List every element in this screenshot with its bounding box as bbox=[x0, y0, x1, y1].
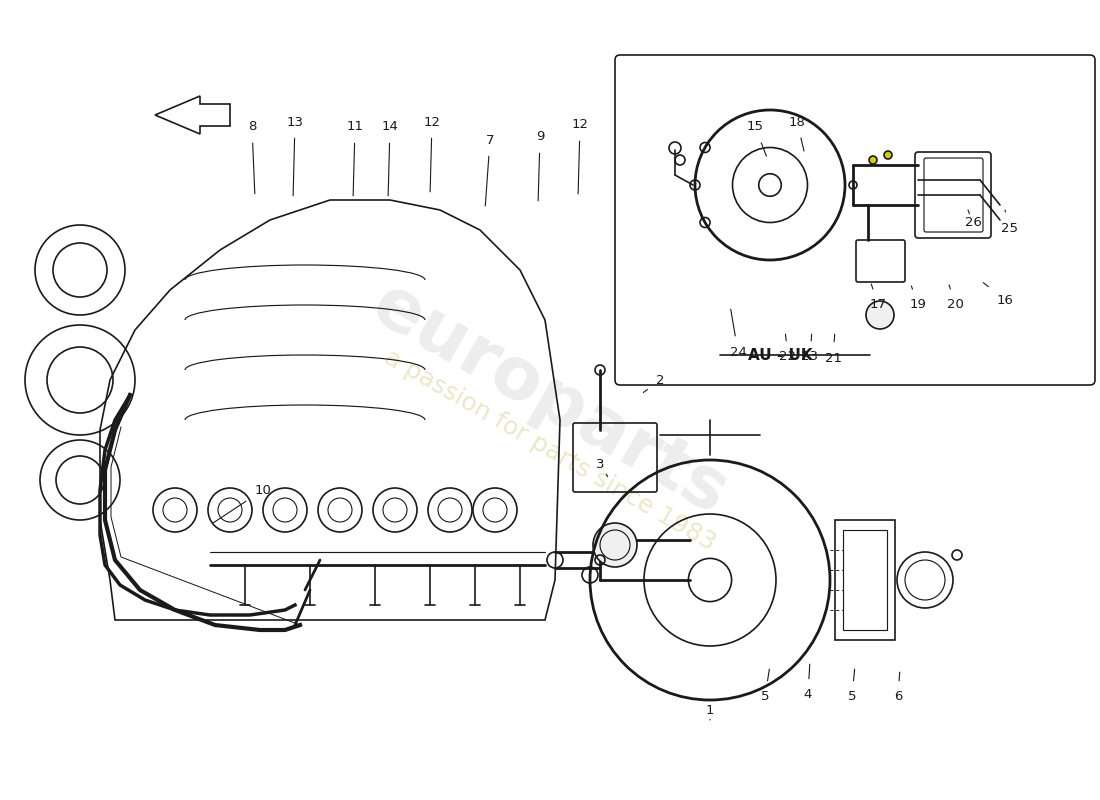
Circle shape bbox=[869, 156, 877, 164]
Text: 10: 10 bbox=[213, 483, 272, 522]
Text: 16: 16 bbox=[983, 282, 1013, 306]
Text: 23: 23 bbox=[802, 334, 818, 363]
Text: 3: 3 bbox=[596, 458, 607, 477]
Text: 8: 8 bbox=[248, 121, 256, 194]
Text: 24: 24 bbox=[729, 309, 747, 358]
Text: a passion for parts since 1983: a passion for parts since 1983 bbox=[381, 345, 719, 555]
Text: 22: 22 bbox=[780, 334, 796, 363]
Text: 12: 12 bbox=[424, 115, 440, 192]
Text: europarts: europarts bbox=[360, 270, 740, 530]
Text: 25: 25 bbox=[1001, 210, 1019, 234]
Text: 15: 15 bbox=[747, 121, 767, 156]
Text: 7: 7 bbox=[485, 134, 494, 206]
Text: 9: 9 bbox=[536, 130, 544, 201]
Text: AU - UK: AU - UK bbox=[748, 347, 812, 362]
Text: 20: 20 bbox=[947, 285, 964, 311]
Text: 26: 26 bbox=[965, 210, 981, 230]
Text: 11: 11 bbox=[346, 121, 363, 196]
Text: 1: 1 bbox=[706, 703, 714, 720]
Text: 4: 4 bbox=[804, 664, 812, 702]
Text: 14: 14 bbox=[382, 121, 398, 196]
Circle shape bbox=[884, 151, 892, 159]
Text: 2: 2 bbox=[644, 374, 664, 393]
Text: 18: 18 bbox=[789, 115, 805, 151]
Circle shape bbox=[866, 301, 894, 329]
Text: 21: 21 bbox=[825, 334, 842, 365]
Text: 6: 6 bbox=[894, 672, 902, 703]
Text: 19: 19 bbox=[910, 286, 926, 311]
Text: 5: 5 bbox=[848, 669, 856, 703]
Text: 17: 17 bbox=[869, 284, 887, 311]
Text: 5: 5 bbox=[761, 669, 769, 703]
Text: 13: 13 bbox=[286, 115, 304, 196]
Circle shape bbox=[593, 523, 637, 567]
Text: 12: 12 bbox=[572, 118, 588, 194]
